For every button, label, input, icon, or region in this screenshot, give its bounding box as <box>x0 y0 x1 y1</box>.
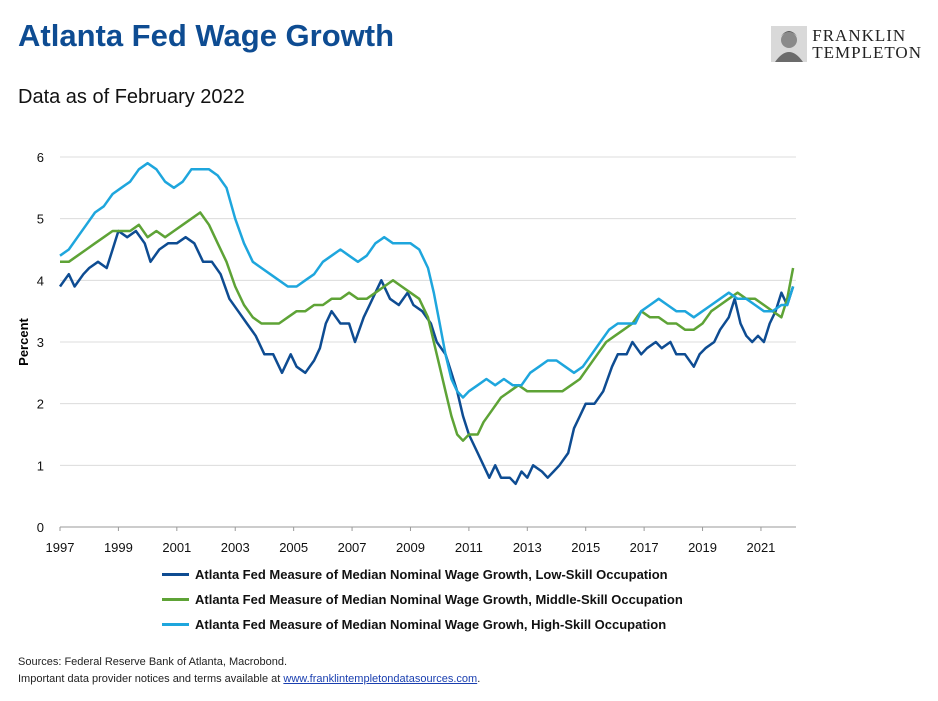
high-skill-series-line <box>59 161 795 399</box>
y-tick-labels: 0 1 2 3 4 5 6 <box>37 150 44 535</box>
x-tick-label: 2017 <box>630 540 659 555</box>
x-tick-label: 2001 <box>162 540 191 555</box>
legend-label-low-skill: Atlanta Fed Measure of Median Nominal Wa… <box>195 567 668 582</box>
chart-subtitle: Data as of February 2022 <box>18 86 245 108</box>
notice-end: . <box>477 673 481 685</box>
franklin-templeton-logo: FRANKLIN TEMPLETON <box>771 26 922 62</box>
x-tick-label: 2011 <box>455 540 483 555</box>
x-tick-label: 2015 <box>571 540 600 555</box>
x-tick-label: 1997 <box>46 540 75 555</box>
x-tick-label: 2021 <box>746 540 775 555</box>
x-tick-label: 2007 <box>338 540 367 555</box>
notice-text: Important data provider notices and term… <box>18 673 284 685</box>
legend-swatch-middle-skill <box>162 598 189 601</box>
y-tick-label: 2 <box>37 397 44 412</box>
legend-item-high-skill: Atlanta Fed Measure of Median Nominal Wa… <box>162 612 683 637</box>
legend-swatch-low-skill <box>162 573 189 576</box>
x-tick-label: 1999 <box>104 540 133 555</box>
legend-item-middle-skill: Atlanta Fed Measure of Median Nominal Wa… <box>162 587 683 612</box>
y-tick-label: 1 <box>37 458 44 473</box>
legend-item-low-skill: Atlanta Fed Measure of Median Nominal Wa… <box>162 562 683 587</box>
legend-label-middle-skill: Atlanta Fed Measure of Median Nominal Wa… <box>195 592 683 607</box>
line-chart: 0 1 2 3 4 5 6 1997 1999 2001 2003 2005 2007 2009 2011… <box>16 150 796 555</box>
x-tick-label: 2009 <box>396 540 425 555</box>
x-tick-label: 2005 <box>279 540 308 555</box>
logo-text-franklin: FRANKLIN <box>812 26 907 45</box>
page-title: Atlanta Fed Wage Growth <box>18 18 395 53</box>
y-axis-label: Percent <box>16 317 31 365</box>
footer: Sources: Federal Reserve Bank of Atlanta… <box>18 654 480 688</box>
y-tick-label: 0 <box>37 520 44 535</box>
chart-legend: Atlanta Fed Measure of Median Nominal Wa… <box>162 562 683 637</box>
series-lines <box>58 161 795 486</box>
y-tick-label: 4 <box>37 273 44 288</box>
middle-skill-series-line <box>60 211 795 442</box>
notice-line: Important data provider notices and term… <box>18 671 480 688</box>
x-tick-label: 2013 <box>513 540 542 555</box>
grid-lines <box>59 156 796 531</box>
x-tick-labels: 1997 1999 2001 2003 2005 2007 2009 2011 2013 2015… <box>46 540 776 555</box>
legend-swatch-high-skill <box>162 623 189 626</box>
y-tick-label: 6 <box>37 150 44 165</box>
x-tick-label: 2003 <box>221 540 250 555</box>
logo-text-templeton: TEMPLETON <box>812 43 922 62</box>
portrait-icon <box>771 26 808 62</box>
data-sources-link[interactable]: www.franklintempletondatasources.com <box>283 673 478 685</box>
y-tick-label: 3 <box>37 335 44 350</box>
x-tick-label: 2019 <box>688 540 717 555</box>
y-tick-label: 5 <box>37 212 44 227</box>
legend-label-high-skill: Atlanta Fed Measure of Median Nominal Wa… <box>195 617 667 632</box>
sources-text: Sources: Federal Reserve Bank of Atlanta… <box>18 656 288 668</box>
low-skill-series-line <box>58 229 795 486</box>
